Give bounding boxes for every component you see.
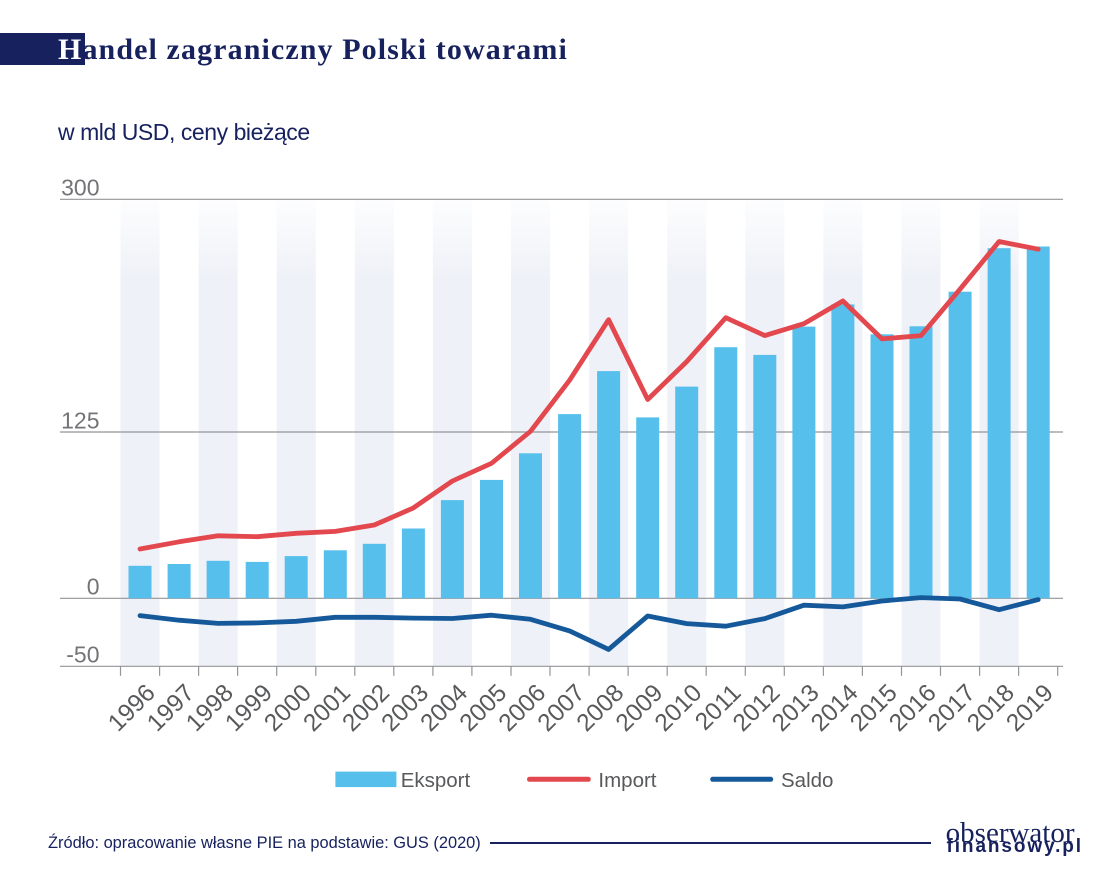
svg-text:125: 125 <box>61 407 99 433</box>
svg-text:Saldo: Saldo <box>781 769 833 792</box>
svg-text:-50: -50 <box>66 642 99 668</box>
svg-text:0: 0 <box>87 574 100 600</box>
svg-text:Eksport: Eksport <box>401 769 471 792</box>
svg-text:300: 300 <box>61 175 99 201</box>
svg-text:Import: Import <box>598 769 656 792</box>
svg-text:2019: 2019 <box>1001 679 1059 737</box>
